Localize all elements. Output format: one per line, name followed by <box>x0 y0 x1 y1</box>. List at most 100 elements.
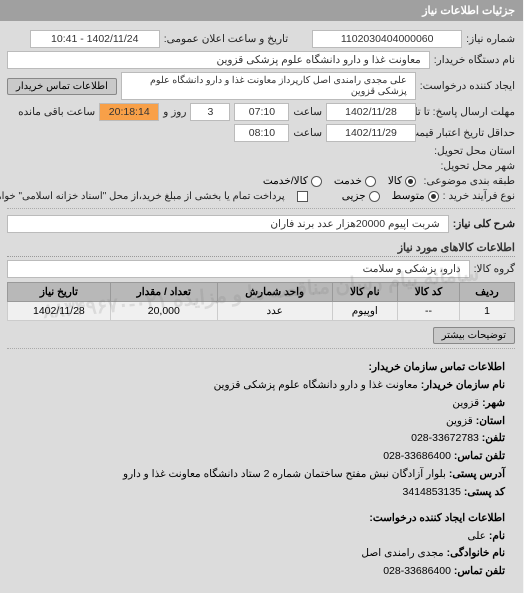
row-requester: ایجاد کننده درخواست: علی مجدی رامندی اصل… <box>8 72 516 100</box>
req-phone-value: 33686400-028 <box>384 565 452 577</box>
more-desc-button[interactable]: توضیحات بیشتر <box>434 327 516 344</box>
treasury-note: پرداخت تمام یا بخشی از مبلغ خرید،از محل … <box>0 191 286 202</box>
radio-kala[interactable]: کالا <box>389 175 417 187</box>
row-desc-btn: توضیحات بیشتر <box>8 327 516 344</box>
row-importance: نوع فرآیند خرید : متوسط جزیی پرداخت تمام… <box>8 190 516 202</box>
info-line: نام خانوادگی: مجدی رامندی اصل <box>18 545 506 563</box>
days-label: روز و <box>164 106 187 118</box>
packaging-label: طبقه بندی موضوعی: <box>421 175 516 187</box>
deadline-label: مهلت ارسال پاسخ: تا تاریخ: <box>421 106 516 118</box>
td-code: -- <box>399 302 461 321</box>
org-label: نام سازمان خریدار: <box>422 379 506 391</box>
radio-dot-icon <box>429 191 440 202</box>
phone-label: تلفن: <box>483 432 506 444</box>
td-unit: عدد <box>218 302 333 321</box>
fax-value: 33686400-028 <box>384 450 452 462</box>
validity-date: 1402/11/29 <box>327 124 417 142</box>
radio-label: کالا/خدمت <box>264 175 309 187</box>
time-label-2: ساعت <box>294 127 323 139</box>
deadline-date: 1402/11/28 <box>327 103 417 121</box>
address-value: بلوار آزادگان نبش مفتح ساختمان شماره 2 س… <box>124 468 447 480</box>
need-title-label: شرح کلی نیاز: <box>454 218 516 230</box>
province-label: استان: <box>477 415 506 427</box>
radio-medium[interactable]: متوسط <box>393 190 440 202</box>
requester-info-block: اطلاعات ایجاد کننده درخواست: نام: علی نا… <box>8 508 516 587</box>
th-unit: واحد شمارش <box>218 283 333 302</box>
remaining-label: ساعت باقی مانده <box>19 106 96 118</box>
phone-value: 33672783-028 <box>412 432 480 444</box>
info-line: آدرس پستی: بلوار آزادگان نبش مفتح ساختما… <box>18 466 506 484</box>
row-delivery-province: استان محل تحویل: <box>8 145 516 157</box>
td-name: اوپیوم <box>333 302 398 321</box>
fname-value: علی <box>468 530 487 542</box>
validity-time: 08:10 <box>235 124 290 142</box>
fname-label: نام: <box>490 530 506 542</box>
row-packaging: طبقه بندی موضوعی: کالا خدمت کالا/خدمت <box>8 175 516 187</box>
req-phone-label: تلفن تماس: <box>455 565 506 577</box>
page-header: جزئیات اطلاعات نیاز <box>0 0 524 21</box>
radio-dot-icon <box>312 176 323 187</box>
city-label: شهر: <box>483 397 506 409</box>
radio-label: کالا <box>389 175 403 187</box>
radio-dot-icon <box>406 176 417 187</box>
announce-label: تاریخ و ساعت اعلان عمومی: <box>165 33 289 45</box>
address-label: آدرس پستی: <box>450 468 506 480</box>
row-delivery-city: شهر محل تحویل: <box>8 160 516 172</box>
table-row: 1 -- اوپیوم عدد 20,000 1402/11/28 <box>9 302 516 321</box>
radio-label: جزیی <box>343 190 367 202</box>
radio-label: متوسط <box>393 190 426 202</box>
th-date: تاریخ نیاز <box>9 283 112 302</box>
radio-group-importance: متوسط جزیی پرداخت تمام یا بخشی از مبلغ خ… <box>0 190 440 202</box>
announce-value: 1402/11/24 - 10:41 <box>31 30 161 48</box>
divider <box>8 208 516 209</box>
row-deadline: مهلت ارسال پاسخ: تا تاریخ: 1402/11/28 سا… <box>8 103 516 121</box>
fax-label: تلفن تماس: <box>455 450 506 462</box>
info-line: تلفن تماس: 33686400-028 <box>18 563 506 581</box>
radio-minor[interactable]: جزیی <box>343 190 381 202</box>
radio-label: خدمت <box>335 175 363 187</box>
radio-khedmat[interactable]: خدمت <box>335 175 377 187</box>
requester-label: ایجاد کننده درخواست: <box>421 80 516 92</box>
treasury-checkbox[interactable] <box>298 191 309 202</box>
th-code: کد کالا <box>399 283 461 302</box>
lname-value: مجدی رامندی اصل <box>362 547 444 559</box>
th-row: ردیف <box>460 283 515 302</box>
postal-value: 3414853135 <box>404 486 462 498</box>
radio-group-type: کالا خدمت کالا/خدمت <box>264 175 417 187</box>
details-panel: شماره نیاز: 1102030404000060 تاریخ و ساع… <box>0 21 524 593</box>
postal-label: کد پستی: <box>465 486 506 498</box>
page-title: جزئیات اطلاعات نیاز <box>423 5 516 17</box>
page-container: سامانه پیام رسان مناقصه ها و مزایده ۰۲۱-… <box>0 0 524 593</box>
group-value: دارو، پزشکی و سلامت <box>8 260 471 278</box>
days-remaining: 3 <box>191 103 231 121</box>
th-name: نام کالا <box>333 283 398 302</box>
info-line: استان: قزوین <box>18 413 506 431</box>
td-qty: 20,000 <box>111 302 218 321</box>
buyer-info-block: اطلاعات تماس سازمان خریدار: نام سازمان خ… <box>8 353 516 508</box>
importance-label: نوع فرآیند خرید : <box>444 190 516 202</box>
time-label-1: ساعت <box>294 106 323 118</box>
time-remaining: 20:18:14 <box>100 103 160 121</box>
info-line: کد پستی: 3414853135 <box>18 484 506 502</box>
info-line: نام سازمان خریدار: معاونت غذا و دارو دان… <box>18 377 506 395</box>
info-line: تلفن تماس: 33686400-028 <box>18 448 506 466</box>
td-date: 1402/11/28 <box>9 302 112 321</box>
row-buyer-org: نام دستگاه خریدار: معاونت غذا و دارو دان… <box>8 51 516 69</box>
validity-label: حداقل تاریخ اعتبار قیمت: تا تاریخ: <box>421 127 516 139</box>
contact-buyer-button[interactable]: اطلاعات تماس خریدار <box>8 78 118 95</box>
radio-dot-icon <box>366 176 377 187</box>
table-header-row: ردیف کد کالا نام کالا واحد شمارش تعداد /… <box>9 283 516 302</box>
row-group: گروه کالا: دارو، پزشکی و سلامت <box>8 260 516 278</box>
td-row: 1 <box>460 302 515 321</box>
radio-dot-icon <box>370 191 381 202</box>
th-qty: تعداد / مقدار <box>111 283 218 302</box>
buyer-org-value: معاونت غذا و دارو دانشگاه علوم پزشکی قزو… <box>8 51 431 69</box>
row-need-no: شماره نیاز: 1102030404000060 تاریخ و ساع… <box>8 30 516 48</box>
requester-info-title: اطلاعات ایجاد کننده درخواست: <box>18 510 506 528</box>
info-line: تلفن: 33672783-028 <box>18 430 506 448</box>
requester-value: علی مجدی رامندی اصل کارپرداز معاونت غذا … <box>122 72 417 100</box>
row-validity: حداقل تاریخ اعتبار قیمت: تا تاریخ: 1402/… <box>8 124 516 142</box>
radio-kala-khedmat[interactable]: کالا/خدمت <box>264 175 323 187</box>
deadline-time: 07:10 <box>235 103 290 121</box>
need-no-value: 1102030404000060 <box>313 30 463 48</box>
